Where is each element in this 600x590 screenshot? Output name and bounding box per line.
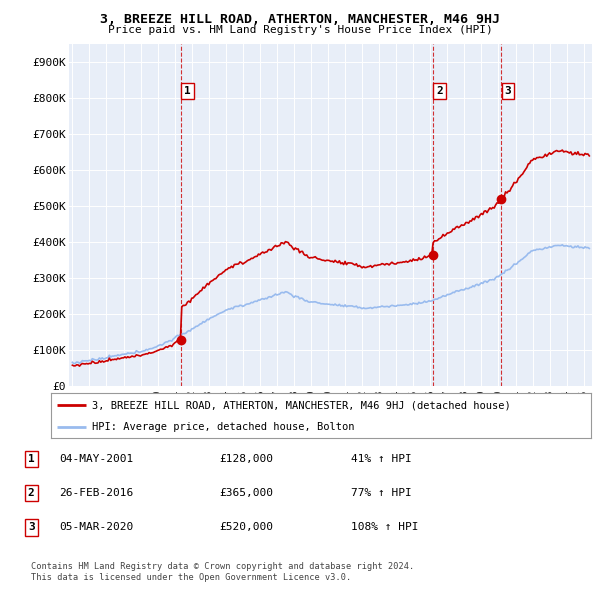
Text: 41% ↑ HPI: 41% ↑ HPI: [351, 454, 412, 464]
Text: £365,000: £365,000: [219, 489, 273, 498]
Text: 05-MAR-2020: 05-MAR-2020: [59, 523, 133, 532]
Text: 26-FEB-2016: 26-FEB-2016: [59, 489, 133, 498]
Text: HPI: Average price, detached house, Bolton: HPI: Average price, detached house, Bolt…: [91, 422, 354, 432]
Text: 2: 2: [436, 86, 443, 96]
Text: 3: 3: [28, 523, 35, 532]
Text: 3, BREEZE HILL ROAD, ATHERTON, MANCHESTER, M46 9HJ (detached house): 3, BREEZE HILL ROAD, ATHERTON, MANCHESTE…: [91, 400, 510, 410]
Text: Price paid vs. HM Land Registry's House Price Index (HPI): Price paid vs. HM Land Registry's House …: [107, 25, 493, 35]
Text: This data is licensed under the Open Government Licence v3.0.: This data is licensed under the Open Gov…: [31, 572, 352, 582]
Text: 3, BREEZE HILL ROAD, ATHERTON, MANCHESTER, M46 9HJ: 3, BREEZE HILL ROAD, ATHERTON, MANCHESTE…: [100, 13, 500, 26]
Text: 1: 1: [184, 86, 191, 96]
Text: 04-MAY-2001: 04-MAY-2001: [59, 454, 133, 464]
Text: £128,000: £128,000: [219, 454, 273, 464]
Text: Contains HM Land Registry data © Crown copyright and database right 2024.: Contains HM Land Registry data © Crown c…: [31, 562, 415, 571]
Text: 1: 1: [28, 454, 35, 464]
Text: 77% ↑ HPI: 77% ↑ HPI: [351, 489, 412, 498]
Text: 3: 3: [505, 86, 512, 96]
Text: £520,000: £520,000: [219, 523, 273, 532]
Text: 108% ↑ HPI: 108% ↑ HPI: [351, 523, 419, 532]
Text: 2: 2: [28, 489, 35, 498]
